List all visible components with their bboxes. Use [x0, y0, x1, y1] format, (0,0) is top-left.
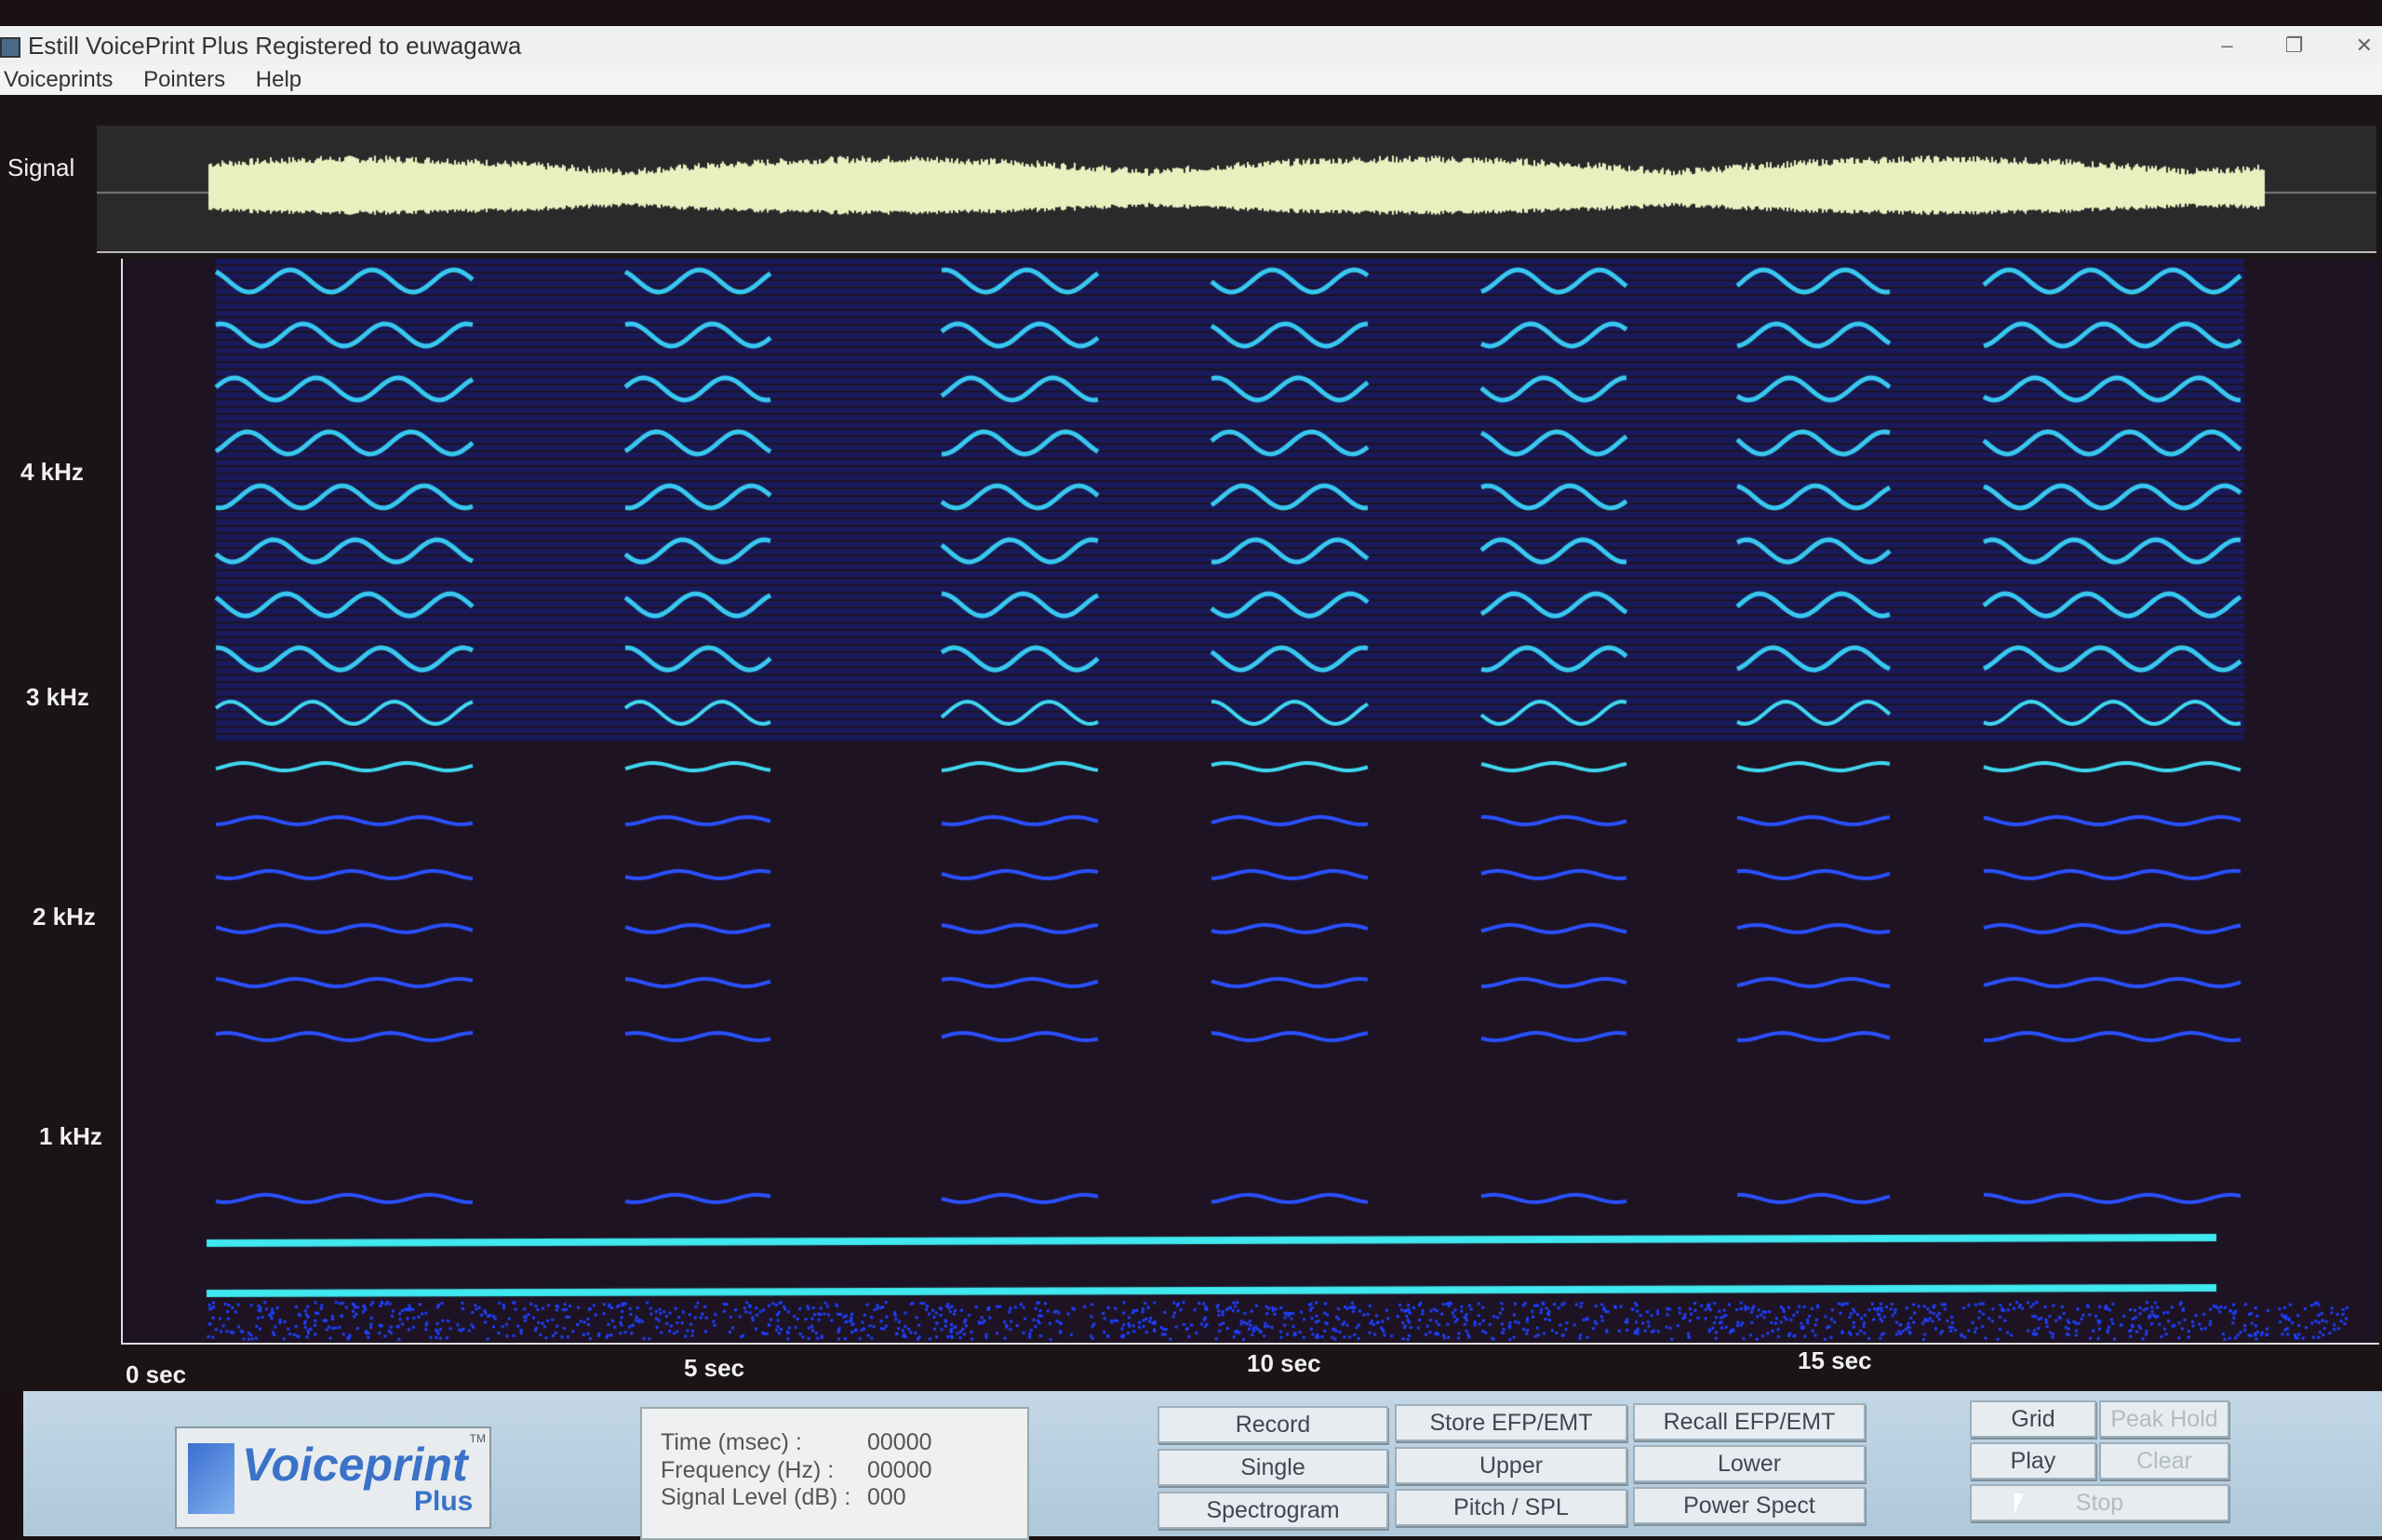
minimize-button[interactable]: –: [2221, 33, 2233, 57]
freq-label-4k: 4 kHz: [20, 458, 84, 486]
signal-level-label: Signal Level (dB) :: [661, 1484, 851, 1510]
time-label-0: 0 sec: [126, 1360, 187, 1388]
mouse-cursor-icon: [2014, 1493, 2024, 1514]
freq-label-3k: 3 kHz: [26, 683, 89, 711]
peak-hold-button[interactable]: Peak Hold: [2099, 1400, 2229, 1438]
single-button[interactable]: Single: [1158, 1449, 1388, 1486]
pitch-spl-button[interactable]: Pitch / SPL: [1395, 1489, 1627, 1526]
frequency-label: Frequency (Hz) :: [661, 1457, 835, 1483]
app-icon: [0, 37, 20, 59]
cursor-readout: Time (msec) : 00000 Frequency (Hz) : 000…: [640, 1407, 1029, 1540]
time-value: 00000: [867, 1429, 932, 1455]
lower-button[interactable]: Lower: [1633, 1445, 1866, 1482]
signal-waveform[interactable]: [97, 126, 2376, 253]
freq-label-1k: 1 kHz: [39, 1122, 102, 1150]
title-bar: Estill VoicePrint Plus Registered to euw…: [0, 26, 2382, 65]
logo-tm: TM: [469, 1432, 486, 1445]
voiceprint-logo: Voiceprint Plus TM: [175, 1426, 491, 1529]
time-label-15: 15 sec: [1798, 1346, 1872, 1374]
menu-help[interactable]: Help: [255, 67, 302, 92]
signal-label: Signal: [7, 154, 75, 181]
menu-pointers[interactable]: Pointers: [143, 67, 226, 92]
store-efp-emt-button[interactable]: Store EFP/EMT: [1395, 1404, 1627, 1441]
spectrogram[interactable]: [121, 259, 2379, 1345]
upper-button[interactable]: Upper: [1395, 1447, 1627, 1484]
time-label: Time (msec) :: [661, 1429, 802, 1455]
freq-label-2k: 2 kHz: [33, 903, 96, 931]
signal-level-value: 000: [867, 1484, 906, 1510]
restore-button[interactable]: ❐: [2284, 33, 2304, 57]
close-button[interactable]: ✕: [2355, 33, 2373, 57]
clear-button[interactable]: Clear: [2099, 1442, 2229, 1480]
logo-sub: Plus: [414, 1486, 474, 1517]
logo-text: Voiceprint: [242, 1439, 468, 1491]
power-spect-button[interactable]: Power Spect: [1633, 1487, 1866, 1524]
time-label-5: 5 sec: [684, 1354, 745, 1382]
frequency-value: 00000: [867, 1457, 932, 1483]
time-label-10: 10 sec: [1247, 1349, 1321, 1377]
window-title: Estill VoicePrint Plus Registered to euw…: [28, 32, 522, 60]
recall-efp-emt-button[interactable]: Recall EFP/EMT: [1633, 1403, 1866, 1440]
menu-bar: Voiceprints Pointers Help: [0, 65, 2382, 95]
logo-mark-icon: [188, 1443, 234, 1514]
stop-button[interactable]: Stop: [1970, 1484, 2229, 1521]
menu-voiceprints[interactable]: Voiceprints: [4, 67, 114, 92]
record-button[interactable]: Record: [1158, 1406, 1388, 1443]
spectrogram-button[interactable]: Spectrogram: [1158, 1492, 1388, 1529]
grid-button[interactable]: Grid: [1970, 1400, 2096, 1438]
play-button[interactable]: Play: [1970, 1442, 2096, 1480]
